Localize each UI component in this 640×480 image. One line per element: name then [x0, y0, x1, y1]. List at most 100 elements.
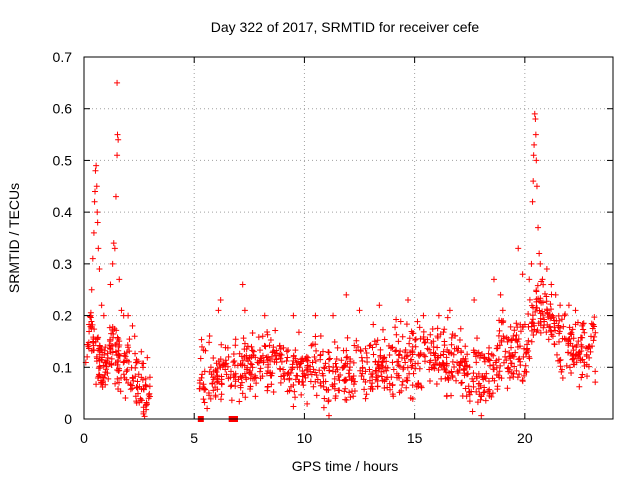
data-point [343, 354, 350, 361]
data-point [244, 364, 251, 371]
data-point [122, 394, 129, 401]
data-point [206, 339, 213, 346]
data-point [381, 354, 388, 361]
data-point [502, 353, 509, 360]
data-point [200, 396, 207, 403]
data-point [569, 356, 576, 363]
data-point [355, 344, 362, 351]
data-point [399, 382, 406, 389]
data-point [91, 326, 98, 333]
data-point [390, 366, 397, 373]
data-point [330, 312, 337, 319]
data-point [414, 360, 421, 367]
data-point [555, 357, 562, 364]
data-point [245, 357, 252, 364]
data-point [215, 307, 222, 314]
data-point [88, 324, 95, 331]
data-point [477, 396, 484, 403]
data-point [488, 393, 495, 400]
data-point [472, 353, 479, 360]
data-point [109, 260, 116, 267]
data-point [214, 378, 221, 385]
data-point [522, 362, 529, 369]
data-point [133, 398, 140, 405]
data-point [505, 336, 512, 343]
data-point [475, 370, 482, 377]
data-point [89, 255, 96, 262]
data-point [402, 359, 409, 366]
data-point [556, 317, 563, 324]
data-point [389, 359, 396, 366]
data-point [317, 382, 324, 389]
data-point [418, 383, 425, 390]
data-point [532, 116, 539, 123]
data-point [379, 326, 386, 333]
data-point [110, 334, 117, 341]
data-point [435, 366, 442, 373]
data-point [239, 357, 246, 364]
data-point [237, 382, 244, 389]
data-point [256, 368, 263, 375]
data-point [261, 342, 268, 349]
data-point [334, 344, 341, 351]
data-point [506, 366, 513, 373]
data-point [344, 334, 351, 341]
data-point [95, 371, 102, 378]
data-point [568, 369, 575, 376]
data-point [530, 152, 537, 159]
data-point [389, 391, 396, 398]
data-point [449, 358, 456, 365]
data-point [359, 365, 366, 372]
data-point [575, 338, 582, 345]
data-point [393, 316, 400, 323]
data-point [496, 368, 503, 375]
data-point [592, 379, 599, 386]
data-point [586, 344, 593, 351]
data-point [530, 178, 537, 185]
data-point [239, 390, 246, 397]
data-point [412, 343, 419, 350]
data-point [287, 370, 294, 377]
data-point [107, 348, 114, 355]
data-point [444, 314, 451, 321]
data-point [225, 353, 232, 360]
data-point [114, 79, 121, 86]
data-point [417, 335, 424, 342]
data-point [466, 388, 473, 395]
data-point [420, 312, 427, 319]
data-point [131, 333, 138, 340]
data-point [422, 353, 429, 360]
data-point [464, 351, 471, 358]
data-point [338, 357, 345, 364]
data-point [232, 370, 239, 377]
data-point [434, 334, 441, 341]
data-point [443, 362, 450, 369]
data-point [94, 219, 101, 226]
data-point [544, 321, 551, 328]
data-point [426, 366, 433, 373]
data-point [247, 360, 254, 367]
data-point [309, 359, 316, 366]
data-point [342, 376, 349, 383]
data-point [94, 209, 101, 216]
data-point [533, 328, 540, 335]
data-point [278, 358, 285, 365]
data-point [320, 404, 327, 411]
data-point [345, 370, 352, 377]
data-point [125, 379, 132, 386]
data-point [536, 250, 543, 257]
x-tick-label: 20 [517, 430, 533, 446]
data-point [519, 271, 526, 278]
data-point [558, 366, 565, 373]
data-point [92, 188, 99, 195]
y-axis-label: SRMTID / TECUs [6, 183, 22, 293]
data-point [257, 347, 264, 354]
data-point [325, 356, 332, 363]
data-point [106, 336, 113, 343]
data-point [581, 359, 588, 366]
data-point [462, 343, 469, 350]
y-tick-label: 0.7 [53, 49, 73, 65]
data-point [222, 366, 229, 373]
data-point [326, 363, 333, 370]
data-point [395, 358, 402, 365]
